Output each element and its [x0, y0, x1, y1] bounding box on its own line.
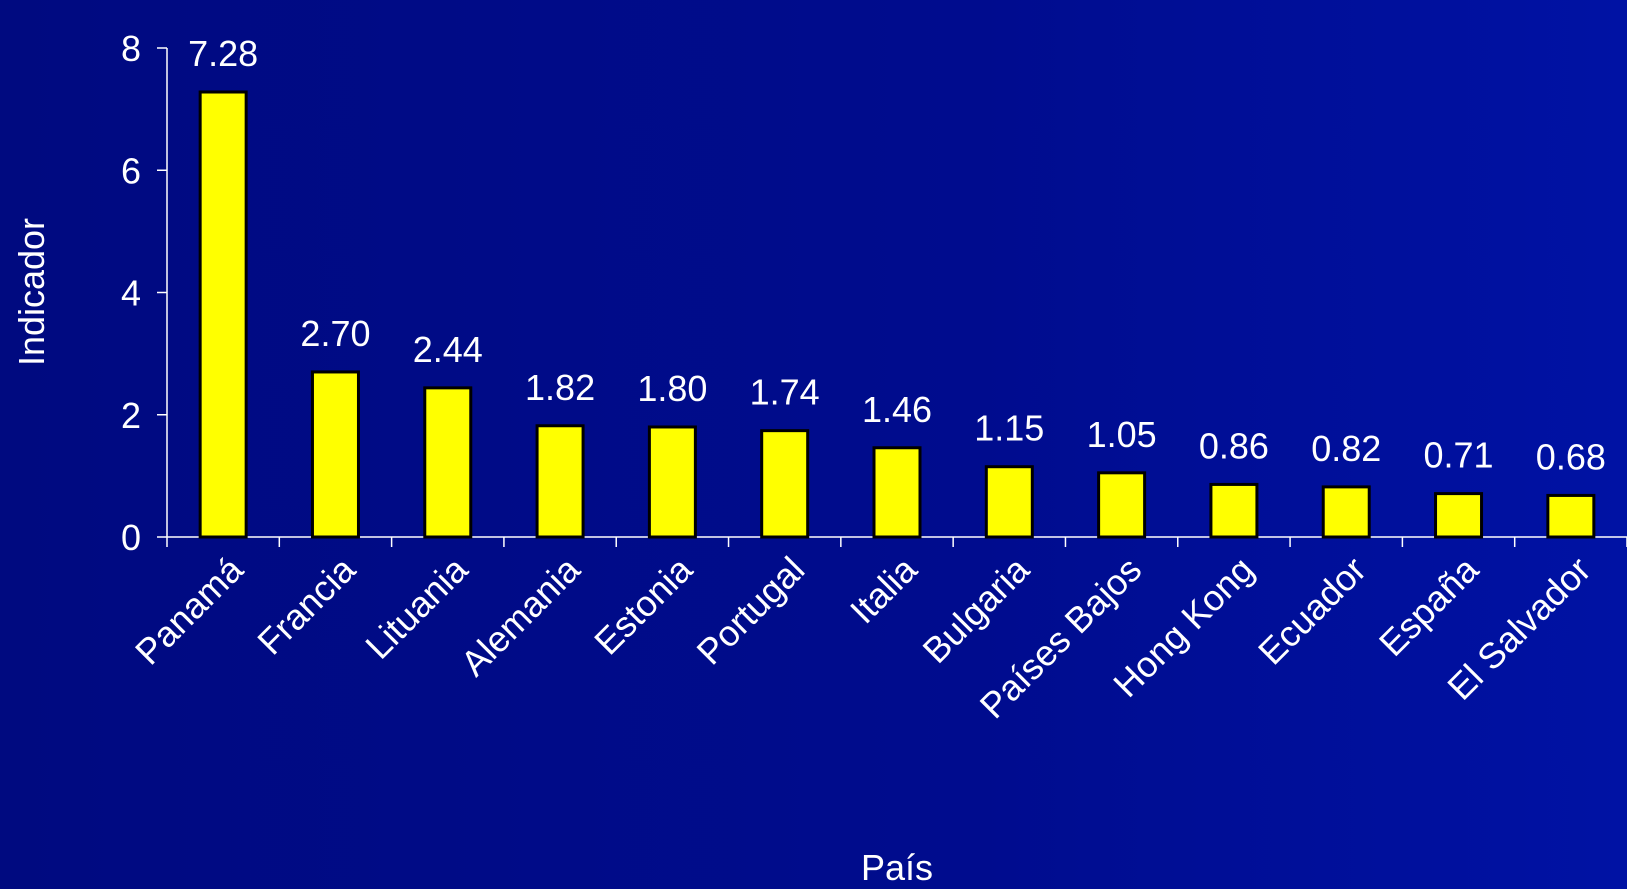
- x-tick-label: Panamá: [127, 548, 251, 672]
- bar: [198, 90, 248, 539]
- y-tick-label: 2: [121, 395, 141, 436]
- y-tick-label: 0: [121, 517, 141, 558]
- bar: [1097, 471, 1147, 539]
- bar-value-label: 1.74: [750, 372, 820, 413]
- bar-value-label: 1.46: [862, 389, 932, 430]
- y-tick-label: 8: [121, 28, 141, 69]
- bar-value-label: 0.86: [1199, 425, 1269, 466]
- bar-value-label: 1.80: [637, 368, 707, 409]
- bar-value-label: 7.28: [188, 33, 258, 74]
- y-axis-title: Indicador: [11, 218, 52, 366]
- chart-bars: [198, 90, 1596, 539]
- x-tick-label: Alemania: [453, 548, 589, 684]
- bar: [872, 446, 922, 539]
- y-tick-label: 4: [121, 273, 141, 314]
- bar-value-label: 2.44: [413, 329, 483, 370]
- bar: [760, 429, 810, 539]
- bar-value-label: 0.82: [1311, 428, 1381, 469]
- bar: [1434, 492, 1484, 539]
- x-tick-label: España: [1371, 548, 1487, 664]
- bar: [1321, 485, 1371, 539]
- bar-value-label: 0.71: [1423, 435, 1493, 476]
- x-axis-title: País: [861, 847, 933, 888]
- bar: [535, 424, 585, 539]
- bar: [310, 370, 360, 539]
- x-tick-label: Ecuador: [1250, 549, 1374, 673]
- bar-value-label: 0.68: [1536, 436, 1606, 477]
- x-tick-label: Francia: [249, 548, 364, 663]
- bar-value-label: 1.15: [974, 408, 1044, 449]
- bar: [1546, 493, 1596, 539]
- bar-value-label: 1.05: [1087, 414, 1157, 455]
- x-tick-label: Italia: [842, 548, 925, 631]
- bar: [647, 425, 697, 539]
- x-tick-label: Estonia: [586, 548, 701, 663]
- bar-value-label: 2.70: [300, 313, 370, 354]
- bar: [423, 386, 473, 539]
- x-tick-label: Portugal: [689, 549, 813, 673]
- bar: [984, 465, 1034, 539]
- bar: [1209, 482, 1259, 539]
- chart-axes: 0 2 4 6 8: [121, 28, 1627, 558]
- y-tick-label: 6: [121, 150, 141, 191]
- bar-value-label: 1.82: [525, 367, 595, 408]
